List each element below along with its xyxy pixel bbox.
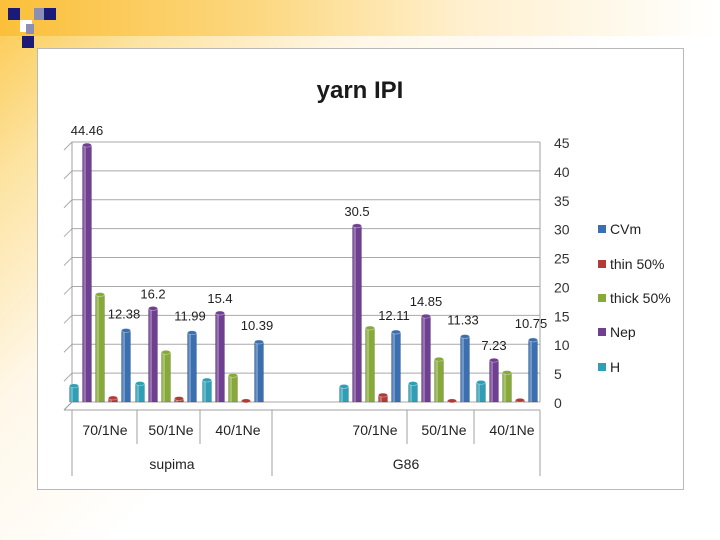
data-label: 30.5 xyxy=(344,204,369,219)
decor-square-navy-2 xyxy=(44,8,56,20)
x-tick-label: 50/1Ne xyxy=(148,422,193,438)
legend-label: H xyxy=(610,359,620,375)
y-tick-label: 15 xyxy=(554,308,570,324)
x-group-label: supima xyxy=(149,456,194,472)
bar-cvm xyxy=(187,330,197,403)
bar-thick-50- xyxy=(365,325,375,403)
y-tick-label: 45 xyxy=(554,135,570,151)
bar-thin-50- xyxy=(108,395,118,403)
bar-nep xyxy=(421,313,431,403)
bar-nep xyxy=(148,306,158,403)
decor-square-navy-3 xyxy=(22,36,34,48)
legend-item: thin 50% xyxy=(598,256,664,272)
bar-h xyxy=(69,383,79,403)
legend-label: Nep xyxy=(610,324,636,340)
bar-thin-50- xyxy=(241,398,251,404)
data-label: 10.75 xyxy=(515,316,548,331)
bar-nep xyxy=(82,142,92,403)
bar-thick-50- xyxy=(502,370,512,403)
x-tick-label: 40/1Ne xyxy=(215,422,260,438)
gridline-depth xyxy=(63,199,73,209)
bar-thin-50- xyxy=(447,398,457,404)
bar-nep xyxy=(489,357,499,403)
y-tick-label: 5 xyxy=(554,366,562,382)
y-tick-label: 25 xyxy=(554,251,570,267)
legend-item: thick 50% xyxy=(598,290,671,306)
y-tick-label: 10 xyxy=(554,337,570,353)
legend-swatch xyxy=(598,260,606,268)
decor-square-gray-2 xyxy=(34,8,45,20)
bar-cvm xyxy=(460,334,470,403)
legend-swatch xyxy=(598,328,606,336)
gridline-depth xyxy=(63,228,73,238)
x-tick-label: 50/1Ne xyxy=(421,422,466,438)
x-group-label: G86 xyxy=(393,456,420,472)
bar-cvm xyxy=(528,337,538,403)
bar-nep xyxy=(352,223,362,403)
bar-thick-50- xyxy=(228,373,238,403)
gridline-depth xyxy=(63,286,73,295)
slide-top-band xyxy=(0,0,720,36)
bar-nep xyxy=(215,310,225,403)
legend: CVm thin 50% thick 50% Nep H xyxy=(598,221,671,375)
legend-label: thick 50% xyxy=(610,290,671,306)
legend-label: thin 50% xyxy=(610,256,664,272)
x-tick-label: 40/1Ne xyxy=(489,422,534,438)
decor-square-navy-1 xyxy=(8,8,20,20)
gridline-depth xyxy=(63,343,73,353)
gridline-depth xyxy=(63,314,73,324)
chart-title: yarn IPI xyxy=(317,77,404,104)
gridline-depth xyxy=(63,170,73,180)
legend-label: CVm xyxy=(610,221,641,237)
gridline-depth xyxy=(63,257,73,266)
x-axis-labels: 70/1Ne 50/1Ne 40/1Ne 70/1Ne 50/1Ne 40/1Ne supi… xyxy=(71,410,541,476)
x-tick-label: 70/1Ne xyxy=(82,422,127,438)
x-tick-label: 70/1Ne xyxy=(352,422,397,438)
bar-h xyxy=(339,384,349,403)
bar-thin-50- xyxy=(378,392,388,403)
bar-cvm xyxy=(254,339,264,403)
data-label: 12.38 xyxy=(108,306,141,321)
bar-cvm xyxy=(121,328,131,403)
data-label: 14.85 xyxy=(410,294,443,309)
data-label: 12.11 xyxy=(378,308,410,323)
bar-h xyxy=(476,380,486,403)
y-tick-label: 20 xyxy=(554,279,570,295)
gridline-depth xyxy=(63,372,73,382)
data-label: 44.46 xyxy=(71,123,104,138)
bar-h xyxy=(408,381,418,403)
data-label: 16.2 xyxy=(140,286,165,301)
y-tick-label: 35 xyxy=(554,193,570,209)
legend-item: CVm xyxy=(598,221,641,237)
bar-thick-50- xyxy=(434,356,444,403)
bar-thick-50- xyxy=(161,350,171,403)
data-label: 11.99 xyxy=(174,309,206,324)
legend-item: Nep xyxy=(598,324,636,340)
decor-square-gray-1 xyxy=(26,24,34,34)
y-tick-label: 40 xyxy=(554,164,570,180)
data-label: 10.39 xyxy=(241,318,274,333)
bar-thin-50- xyxy=(515,397,525,403)
bar-h xyxy=(202,377,212,403)
floor-edge xyxy=(63,401,73,411)
data-label: 7.23 xyxy=(481,338,506,353)
gridline-depth xyxy=(63,141,73,151)
data-label: 11.33 xyxy=(447,313,479,328)
y-tick-label: 0 xyxy=(554,395,562,411)
bar-thin-50- xyxy=(174,396,184,403)
y-tick-label: 30 xyxy=(554,222,570,238)
bar-h xyxy=(135,381,145,403)
legend-swatch xyxy=(598,225,606,233)
legend-item: H xyxy=(598,359,620,375)
axes: 0 5 10 15 20 25 30 35 40 45 xyxy=(63,135,570,411)
bars xyxy=(69,142,538,404)
legend-swatch xyxy=(598,363,606,371)
bar-thick-50- xyxy=(95,292,105,403)
legend-swatch xyxy=(598,294,606,302)
data-label: 15.4 xyxy=(207,291,232,306)
bar-cvm xyxy=(391,329,401,403)
